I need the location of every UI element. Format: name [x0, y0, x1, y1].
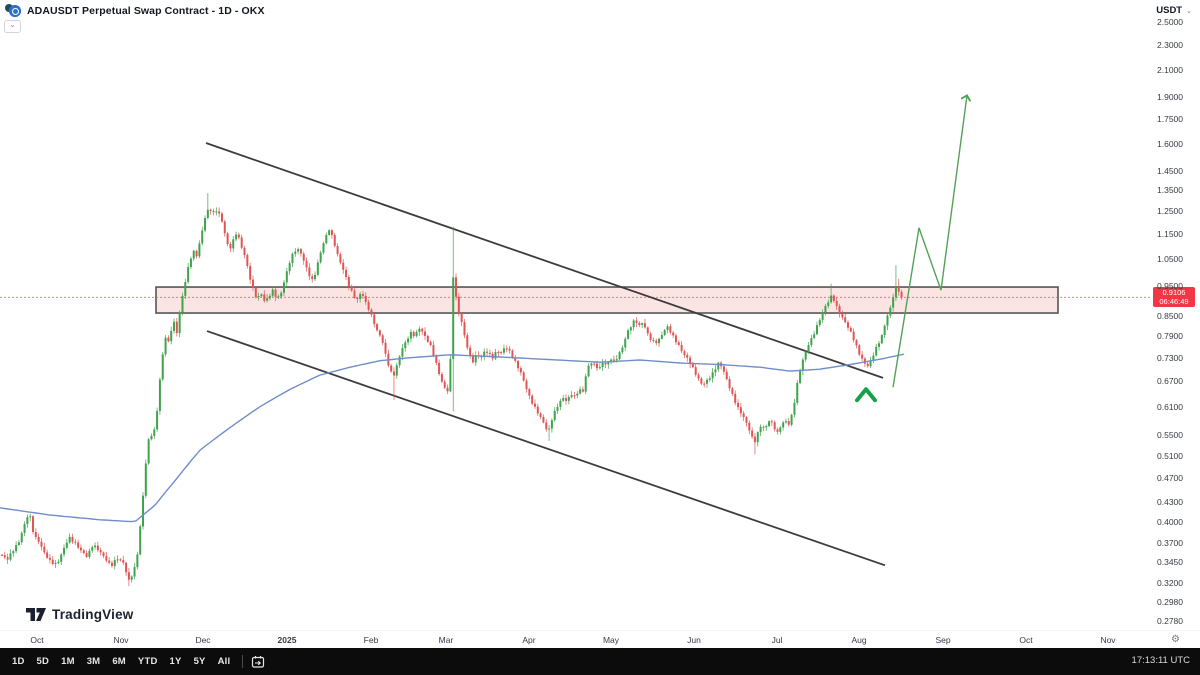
current-price-label: 0.9106 06:46:49: [1153, 287, 1195, 308]
price-tick-1.3500: 1.3500: [1157, 185, 1183, 196]
range-button-1d[interactable]: 1D: [12, 656, 25, 667]
currency-label: USDT: [1156, 5, 1183, 16]
time-tick-Jun: Jun: [687, 635, 701, 645]
symbol-title-bar[interactable]: ADAUSDT Perpetual Swap Contract - 1D - O…: [5, 4, 265, 18]
price-tick-0.3200: 0.3200: [1157, 577, 1183, 588]
time-tick-Dec: Dec: [195, 635, 211, 645]
price-tick-0.6700: 0.6700: [1157, 376, 1183, 387]
price-tick-1.9000: 1.9000: [1157, 91, 1183, 102]
chart-plot-area[interactable]: [0, 0, 1200, 630]
range-button-6m[interactable]: 6M: [112, 656, 126, 667]
time-tick-2025: 2025: [277, 635, 297, 645]
time-tick-Sep: Sep: [935, 635, 951, 645]
price-tick-1.4500: 1.4500: [1157, 165, 1183, 176]
price-tick-2.5000: 2.5000: [1157, 16, 1183, 27]
time-tick-Mar: Mar: [438, 635, 454, 645]
price-tick-0.5100: 0.5100: [1157, 450, 1183, 461]
toolbar-divider: [242, 655, 244, 668]
tradingview-logo-text: TradingView: [52, 607, 134, 622]
trendline-lower: [206, 330, 886, 567]
price-tick-0.9500: 0.9500: [1157, 280, 1183, 291]
price-tick-1.2500: 1.2500: [1157, 206, 1183, 217]
projection-arrow: [892, 95, 967, 388]
time-tick-Feb: Feb: [363, 635, 379, 645]
time-tick-May: May: [602, 635, 620, 645]
gear-icon[interactable]: ⚙: [1171, 634, 1180, 645]
time-tick-Nov: Nov: [113, 635, 129, 645]
up-chevron-marker: [855, 387, 877, 403]
utc-clock[interactable]: 17:13:11 UTC: [1131, 655, 1190, 666]
ada-coin-icon: [5, 4, 22, 18]
price-tick-1.6000: 1.6000: [1157, 138, 1183, 149]
range-buttons: 1D 5D 1M 3M 6M YTD 1Y 5Y All: [6, 653, 236, 670]
price-tick-0.5500: 0.5500: [1157, 429, 1183, 440]
price-tick-2.1000: 2.1000: [1157, 64, 1183, 75]
time-tick-Apr: Apr: [522, 635, 536, 645]
range-button-1y[interactable]: 1Y: [169, 656, 182, 667]
price-tick-0.3700: 0.3700: [1157, 538, 1183, 549]
price-tick-0.3450: 0.3450: [1157, 557, 1183, 568]
price-tick-0.7900: 0.7900: [1157, 331, 1183, 342]
price-axis[interactable]: 0.9106 06:46:49 2.5000 2.3000 2.1000 1.9000…: [1150, 0, 1200, 630]
candlestick-chart[interactable]: [0, 0, 1200, 630]
range-button-5d[interactable]: 5D: [36, 656, 50, 667]
price-tick-0.6100: 0.6100: [1157, 401, 1183, 412]
price-tick-2.3000: 2.3000: [1157, 39, 1183, 50]
price-tick-1.1500: 1.1500: [1157, 228, 1183, 239]
price-tick-1.7500: 1.7500: [1157, 114, 1183, 125]
price-tick-0.4000: 0.4000: [1157, 516, 1183, 527]
calendar-icon: [252, 655, 265, 668]
symbol-title: ADAUSDT Perpetual Swap Contract - 1D - O…: [27, 5, 265, 17]
price-tick-0.4700: 0.4700: [1157, 472, 1183, 483]
price-tick-0.2980: 0.2980: [1157, 597, 1183, 608]
price-tick-0.2780: 0.2780: [1157, 616, 1183, 627]
range-button-3m[interactable]: 3M: [86, 656, 101, 667]
time-tick-Oct: Oct: [30, 635, 44, 645]
chevron-down-icon: ⌄: [1186, 8, 1192, 15]
time-tick-Nov: Nov: [1100, 635, 1116, 645]
time-axis[interactable]: ⚙ Oct Nov Dec 2025 Feb Mar Apr May Jun Jul Aug Sep O…: [0, 630, 1200, 649]
range-button-5y[interactable]: 5Y: [193, 656, 206, 667]
range-button-ytd[interactable]: YTD: [137, 656, 158, 667]
bottom-toolbar: 1D 5D 1M 3M 6M YTD 1Y 5Y All 17:13:11 UTC: [0, 648, 1200, 675]
tradingview-logo[interactable]: TradingView: [26, 607, 133, 622]
price-tick-0.4300: 0.4300: [1157, 497, 1183, 508]
tradingview-logo-glyph: [26, 608, 46, 621]
candle-countdown: 06:46:49: [1159, 297, 1189, 307]
price-tick-0.7300: 0.7300: [1157, 352, 1183, 363]
current-price-value: 0.9106: [1162, 288, 1186, 298]
range-button-1m[interactable]: 1M: [61, 656, 75, 667]
time-tick-Jul: Jul: [771, 635, 783, 645]
go-to-date-button[interactable]: [251, 655, 265, 669]
price-tick-0.8500: 0.8500: [1157, 311, 1183, 322]
time-tick-Oct: Oct: [1019, 635, 1033, 645]
currency-dropdown[interactable]: USDT ⌄: [1156, 5, 1192, 16]
price-tick-1.0500: 1.0500: [1157, 253, 1183, 264]
trendline-upper: [205, 142, 884, 379]
supply-zone-rectangle: [155, 286, 1059, 314]
moving-average-line: [0, 353, 905, 523]
time-tick-Aug: Aug: [851, 635, 867, 645]
chevron-down-icon[interactable]: ⌄: [4, 20, 21, 33]
range-button-all[interactable]: All: [217, 656, 231, 667]
